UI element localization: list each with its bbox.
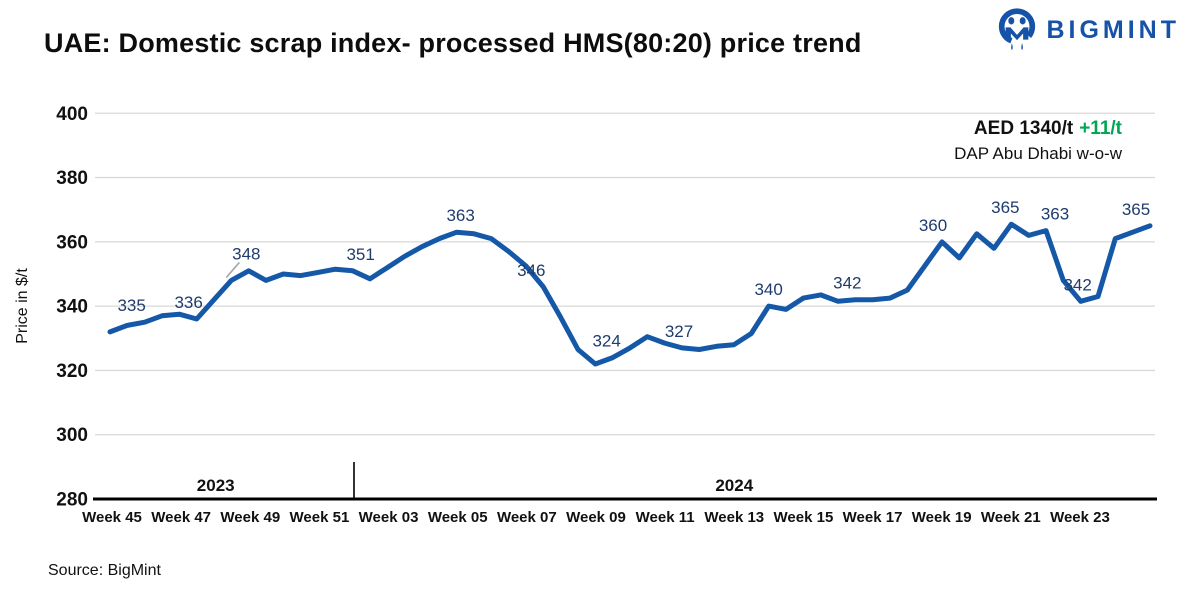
x-axis-tick-label: Week 17 xyxy=(843,509,903,526)
x-axis-tick-label: Week 09 xyxy=(566,509,626,526)
y-axis-tick-label: 320 xyxy=(56,361,88,382)
x-axis-tick-label: Week 45 xyxy=(82,509,142,526)
source-note: Source: BigMint xyxy=(48,562,161,579)
data-point-label: 346 xyxy=(517,261,545,280)
label-leader-line xyxy=(225,261,240,278)
y-axis-title: Price in $/t xyxy=(14,268,31,344)
data-point-label: 365 xyxy=(1122,200,1150,219)
x-axis-tick-label: Week 51 xyxy=(290,509,350,526)
x-axis-tick-label: Week 21 xyxy=(981,509,1041,526)
x-axis-tick-label: Week 19 xyxy=(912,509,972,526)
annotation-basis: DAP Abu Dhabi w-o-w xyxy=(954,144,1122,163)
data-point-label: 327 xyxy=(665,322,693,341)
data-point-label: 340 xyxy=(754,280,782,299)
x-axis-tick-label: Week 47 xyxy=(151,509,211,526)
data-point-label: 336 xyxy=(174,293,202,312)
price-line-series xyxy=(107,221,1153,367)
x-axis-tick-label: Week 11 xyxy=(636,509,695,526)
y-axis-tick-label: 300 xyxy=(56,425,88,446)
x-axis-tick-label: Week 49 xyxy=(220,509,280,526)
data-point-label: 360 xyxy=(919,216,947,235)
data-point-label: 342 xyxy=(1063,275,1091,294)
current-price: AED 1340/t xyxy=(973,118,1074,139)
data-point-label: 363 xyxy=(446,206,474,225)
annotation-price-line: AED 1340/t +11/t xyxy=(954,116,1122,141)
data-point-label: 335 xyxy=(117,296,145,315)
wow-change: +11/t xyxy=(1079,118,1122,139)
y-axis-tick-label: 360 xyxy=(56,232,88,253)
x-axis-tick-label: Week 15 xyxy=(774,509,834,526)
year-label: 2023 xyxy=(197,476,235,495)
y-axis-tick-label: 340 xyxy=(56,297,88,318)
brand-wordmark: BIGMINT xyxy=(1046,15,1180,44)
data-point-label: 351 xyxy=(346,245,374,264)
brand-logo: BIGMINT xyxy=(996,8,1180,52)
bigmint-logo-icon xyxy=(999,8,1036,51)
x-axis-tick-label: Week 07 xyxy=(497,509,557,526)
data-point-label: 324 xyxy=(592,332,620,351)
y-axis-tick-label: 380 xyxy=(56,168,88,189)
x-axis-tick-label: Week 05 xyxy=(428,509,488,526)
year-label: 2024 xyxy=(715,476,753,495)
data-point-label: 342 xyxy=(833,274,861,293)
price-annotation: AED 1340/t +11/t DAP Abu Dhabi w-o-w xyxy=(954,116,1122,166)
data-point-label: 365 xyxy=(991,198,1019,217)
y-axis-tick-label: 280 xyxy=(56,490,88,511)
data-point-label: 363 xyxy=(1041,205,1069,224)
x-axis-tick-label: Week 13 xyxy=(704,509,764,526)
page-title: UAE: Domestic scrap index- processed HMS… xyxy=(44,28,862,58)
x-axis-tick-label: Week 23 xyxy=(1050,509,1110,526)
data-point-label: 348 xyxy=(232,244,260,263)
y-axis-tick-label: 400 xyxy=(56,104,88,125)
x-axis-tick-label: Week 03 xyxy=(359,509,419,526)
